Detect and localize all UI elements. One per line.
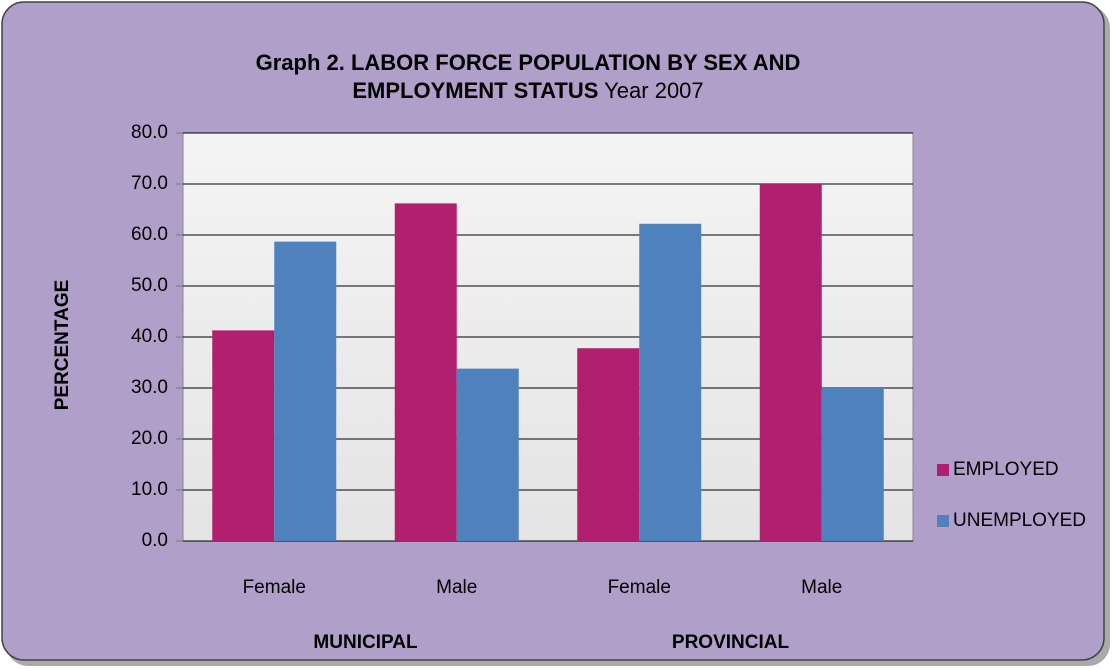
legend-label: EMPLOYED <box>953 459 1059 480</box>
legend-swatch <box>937 464 949 476</box>
y-tick-label: 20.0 <box>131 428 168 449</box>
bar <box>212 330 275 541</box>
bar <box>759 184 822 541</box>
bar <box>577 348 640 541</box>
y-tick-label: 70.0 <box>131 173 168 194</box>
chart-subtitle: Year 2007 <box>604 78 704 103</box>
bar <box>394 203 457 541</box>
chart-title: Graph 2. LABOR FORCE POPULATION BY SEX A… <box>256 50 801 75</box>
y-tick-label: 60.0 <box>131 224 168 245</box>
bar <box>821 388 884 541</box>
x-tick-label: Female <box>243 577 306 598</box>
group-label: PROVINCIAL <box>672 632 790 653</box>
group-label: MUNICIPAL <box>313 632 418 653</box>
chart-title: EMPLOYMENT STATUS <box>352 78 598 103</box>
bar <box>274 241 337 541</box>
y-tick-label: 40.0 <box>131 326 168 347</box>
x-tick-label: Male <box>436 577 477 598</box>
y-tick-label: 10.0 <box>131 479 168 500</box>
bar <box>456 368 519 541</box>
y-tick-label: 30.0 <box>131 377 168 398</box>
y-tick-label: 0.0 <box>142 530 168 551</box>
x-tick-label: Female <box>608 577 671 598</box>
y-tick-label: 80.0 <box>131 122 168 143</box>
y-tick-label: 50.0 <box>131 275 168 296</box>
bar <box>639 223 702 541</box>
legend-label: UNEMPLOYED <box>953 510 1086 531</box>
chart-title-line: EMPLOYMENT STATUS Year 2007 <box>352 78 703 103</box>
legend-swatch <box>937 515 949 527</box>
y-axis-label: PERCENTAGE <box>52 280 73 411</box>
x-tick-label: Male <box>801 577 842 598</box>
